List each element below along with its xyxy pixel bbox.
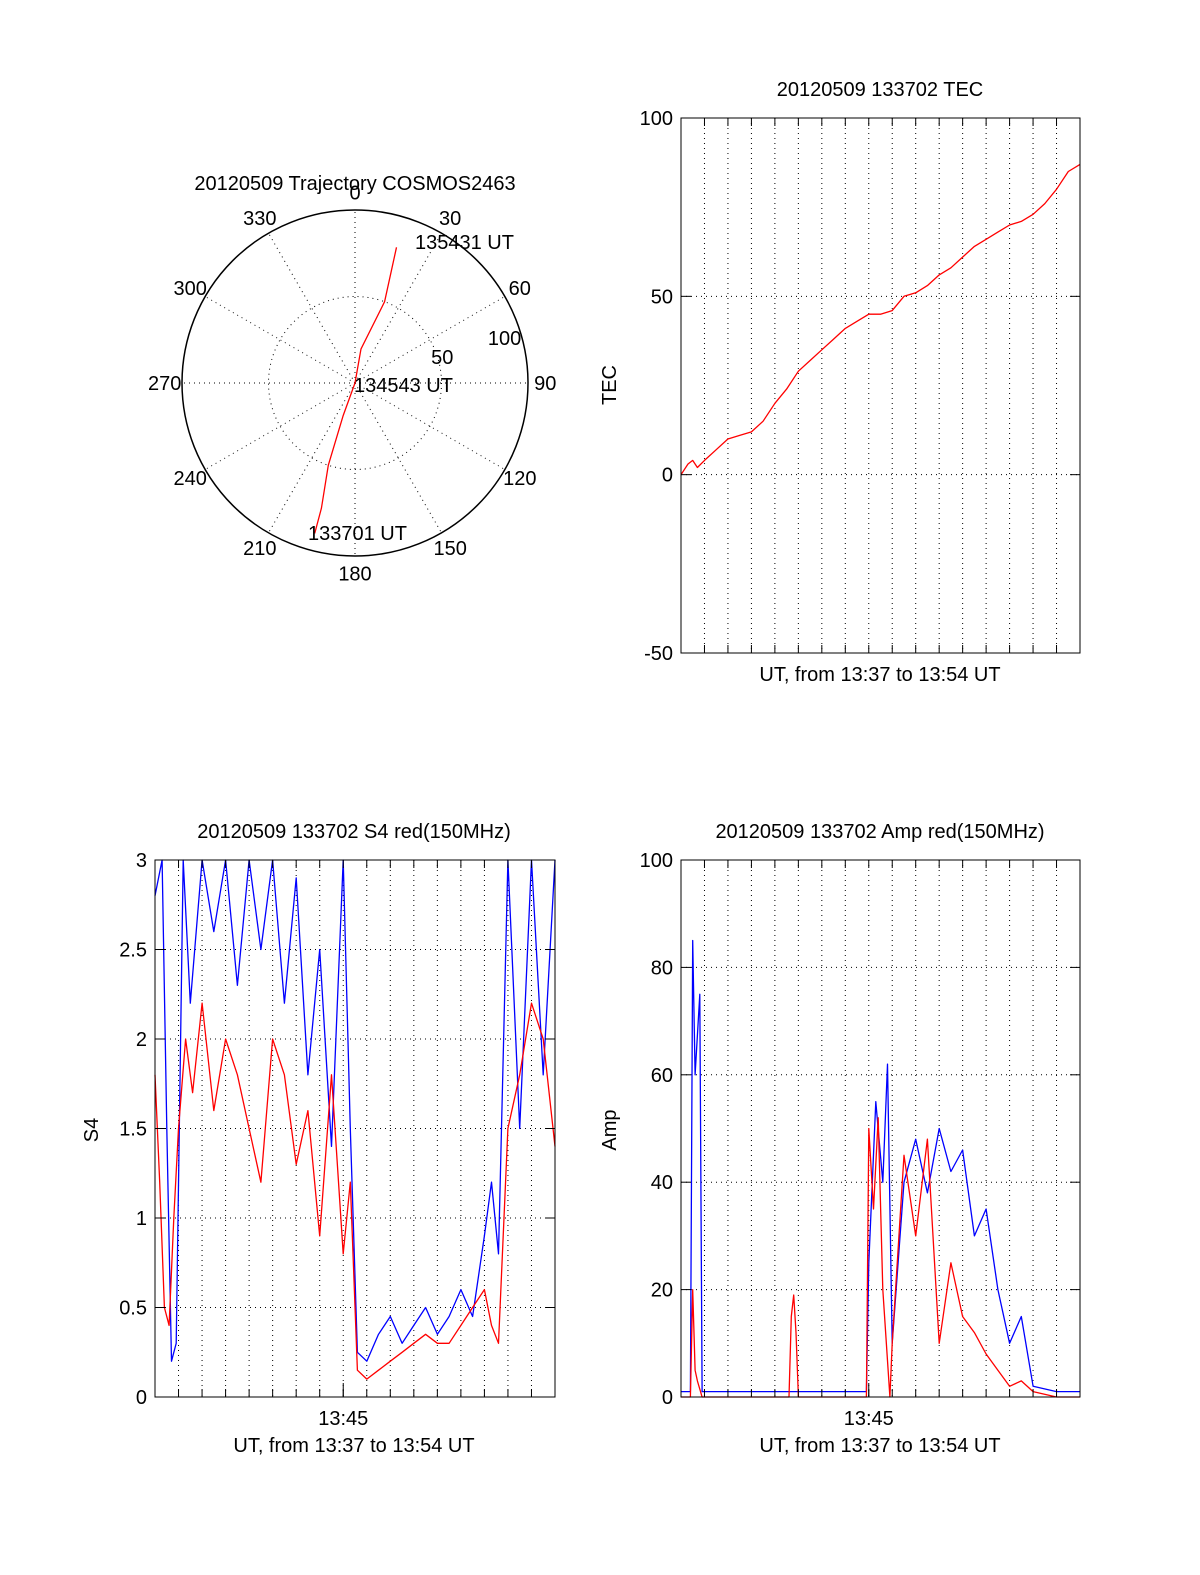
s4-ylabel: S4 bbox=[81, 1118, 103, 1142]
s4-y-tick-label: 2.5 bbox=[119, 940, 147, 962]
polar-angle-label: 90 bbox=[534, 373, 556, 395]
tec-series-red-line bbox=[680, 163, 1081, 476]
tec-y-tick-label: -50 bbox=[644, 643, 673, 665]
polar-spoke bbox=[354, 296, 506, 384]
polar-angle-label: 120 bbox=[503, 468, 536, 490]
tec-frame bbox=[680, 117, 1081, 654]
s4-series bbox=[154, 859, 556, 1380]
polar-angle-label: 30 bbox=[439, 208, 461, 230]
amp-y-tick-label: 80 bbox=[651, 957, 673, 979]
s4-x-tick-label: 13:45 bbox=[318, 1408, 368, 1430]
polar-ring bbox=[268, 296, 442, 470]
amp-y-tick-label: 40 bbox=[651, 1172, 673, 1194]
tec-ylabel: TEC bbox=[599, 365, 621, 405]
amp-title: 20120509 133702 Amp red(150MHz) bbox=[715, 821, 1044, 843]
annotation-mid-time: 134543 UT bbox=[354, 375, 453, 397]
s4-title: 20120509 133702 S4 red(150MHz) bbox=[197, 821, 511, 843]
amp-grid bbox=[681, 860, 1080, 1397]
amp-y-tick-label: 20 bbox=[651, 1280, 673, 1302]
s4-y-ticks: 0 0.5 1 1.5 2 2.5 3 bbox=[119, 850, 555, 1409]
s4-chart: 20120509 133702 S4 red(150MHz) 13:45 0 0.… bbox=[81, 821, 556, 1457]
amp-series bbox=[681, 939, 1080, 1398]
polar-spoke bbox=[268, 232, 356, 384]
polar-series bbox=[314, 247, 398, 534]
trajectory-title: 20120509 Trajectory COSMOS2463 bbox=[194, 173, 515, 195]
s4-x-ticks: 13:45 bbox=[178, 860, 532, 1430]
amp-ylabel: Amp bbox=[599, 1109, 621, 1150]
tec-xlabel: UT, from 13:37 to 13:54 UT bbox=[759, 664, 1000, 686]
polar-angle-label: 180 bbox=[338, 563, 371, 585]
polar-radial-label: 100 bbox=[488, 328, 521, 350]
amp-y-tick-label: 0 bbox=[662, 1387, 673, 1409]
trajectory-polar-chart: 20120509 Trajectory COSMOS2463 0 30 60 90 12… bbox=[148, 173, 556, 585]
polar-spoke bbox=[204, 382, 356, 470]
s4-y-tick-label: 0 bbox=[136, 1387, 147, 1409]
s4-y-tick-label: 2 bbox=[136, 1029, 147, 1051]
amp-x-ticks: 13:45 bbox=[703, 860, 1058, 1430]
tec-y-tick-label: 50 bbox=[651, 286, 673, 308]
polar-radial-label: 50 bbox=[431, 347, 453, 369]
polar-outer-circle bbox=[181, 209, 529, 557]
polar-angle-label: 210 bbox=[243, 538, 276, 560]
tec-y-ticks: -50 0 50 100 bbox=[640, 108, 1080, 665]
tec-series bbox=[680, 163, 1081, 476]
tec-x-ticks bbox=[703, 118, 1058, 653]
polar-angle-label: 60 bbox=[509, 278, 531, 300]
tec-y-tick-label: 100 bbox=[640, 108, 673, 130]
s4-xlabel: UT, from 13:37 to 13:54 UT bbox=[233, 1435, 474, 1457]
s4-y-tick-label: 3 bbox=[136, 850, 147, 872]
amp-x-tick-label: 13:45 bbox=[844, 1408, 894, 1430]
polar-angle-labels: 0 30 60 90 120 150 180 210 240 270 300 330 bbox=[148, 183, 556, 586]
amp-series-blue-line bbox=[681, 939, 1080, 1393]
annotation-start-time: 133701 UT bbox=[308, 523, 407, 545]
amp-y-ticks: 0 20 40 60 80 100 bbox=[640, 850, 1080, 1409]
polar-spoke bbox=[354, 232, 442, 384]
polar-angle-label: 240 bbox=[174, 468, 207, 490]
s4-series-blue-line bbox=[154, 859, 556, 1362]
polar-trajectory-line bbox=[314, 247, 398, 534]
tec-chart: 20120509 133702 TEC -50 0 50 100 UT, from 1… bbox=[599, 79, 1081, 686]
polar-grid bbox=[181, 209, 529, 557]
s4-y-tick-label: 0.5 bbox=[119, 1298, 147, 1320]
amp-frame bbox=[680, 859, 1081, 1398]
polar-angle-label: 0 bbox=[349, 183, 360, 205]
s4-series-red-line bbox=[154, 1002, 556, 1380]
s4-y-tick-label: 1 bbox=[136, 1208, 147, 1230]
polar-angle-label: 330 bbox=[243, 208, 276, 230]
amp-xlabel: UT, from 13:37 to 13:54 UT bbox=[759, 1435, 1000, 1457]
annotation-end-time: 135431 UT bbox=[415, 232, 514, 254]
amp-y-tick-label: 60 bbox=[651, 1065, 673, 1087]
polar-radial-labels: 50 100 bbox=[431, 328, 521, 369]
tec-y-tick-label: 0 bbox=[662, 465, 673, 487]
amp-y-tick-label: 100 bbox=[640, 850, 673, 872]
tec-grid bbox=[681, 118, 1080, 653]
polar-angle-label: 300 bbox=[174, 278, 207, 300]
polar-angle-label: 150 bbox=[433, 538, 466, 560]
amp-chart: 20120509 133702 Amp red(150MHz) 13:45 0 2… bbox=[599, 821, 1081, 1457]
polar-spoke bbox=[204, 296, 356, 384]
s4-y-tick-label: 1.5 bbox=[119, 1119, 147, 1141]
polar-angle-label: 270 bbox=[148, 373, 181, 395]
tec-title: 20120509 133702 TEC bbox=[777, 79, 983, 101]
